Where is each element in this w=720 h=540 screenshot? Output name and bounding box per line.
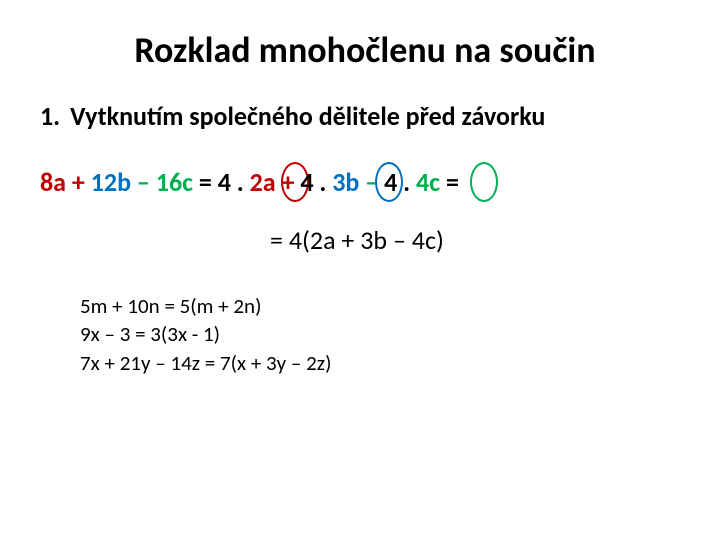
op-endeq: =	[440, 166, 459, 198]
term-8a: 8a	[40, 166, 66, 198]
term-16c: 16c	[156, 166, 193, 198]
example-line-1: 5m + 10n = 5(m + 2n)	[80, 292, 670, 320]
example-line-3: 7x + 21y – 14z = 7(x + 3y – 2z)	[80, 349, 670, 377]
term-12b: 12b	[91, 166, 131, 198]
equation-main: 8a + 12b – 16c = 4 . 2a + 4 . 3b – 4 . 4…	[40, 166, 670, 198]
term-2a: 2a	[250, 166, 276, 198]
factor-4-a: 4	[218, 166, 231, 198]
subtitle-text: Vytknutím společného dělitele před závor…	[70, 100, 545, 132]
equation-result: = 4(2a + 3b – 4c)	[270, 224, 670, 256]
example-line-2: 9x – 3 = 3(3x - 1)	[80, 320, 670, 348]
term-3b: 3b	[332, 166, 359, 198]
factor-4-c: 4	[384, 166, 397, 198]
subtitle-number: 1.	[40, 100, 60, 132]
op-minus1: –	[131, 166, 156, 198]
term-4c: 4c	[416, 166, 440, 198]
circle-green	[470, 162, 498, 202]
op-plus1: +	[66, 166, 91, 198]
factor-4-b: 4	[300, 166, 313, 198]
op-dot2: .	[314, 166, 333, 198]
examples-block: 5m + 10n = 5(m + 2n) 9x – 3 = 3(3x - 1) …	[80, 292, 670, 377]
op-eq: =	[193, 166, 218, 198]
subtitle-row: 1. Vytknutím společného dělitele před zá…	[40, 100, 670, 132]
slide-title: Rozklad mnohočlenu na součin	[60, 28, 670, 72]
slide: Rozklad mnohočlenu na součin 1. Vytknutí…	[0, 0, 720, 397]
op-dot1: .	[231, 166, 250, 198]
